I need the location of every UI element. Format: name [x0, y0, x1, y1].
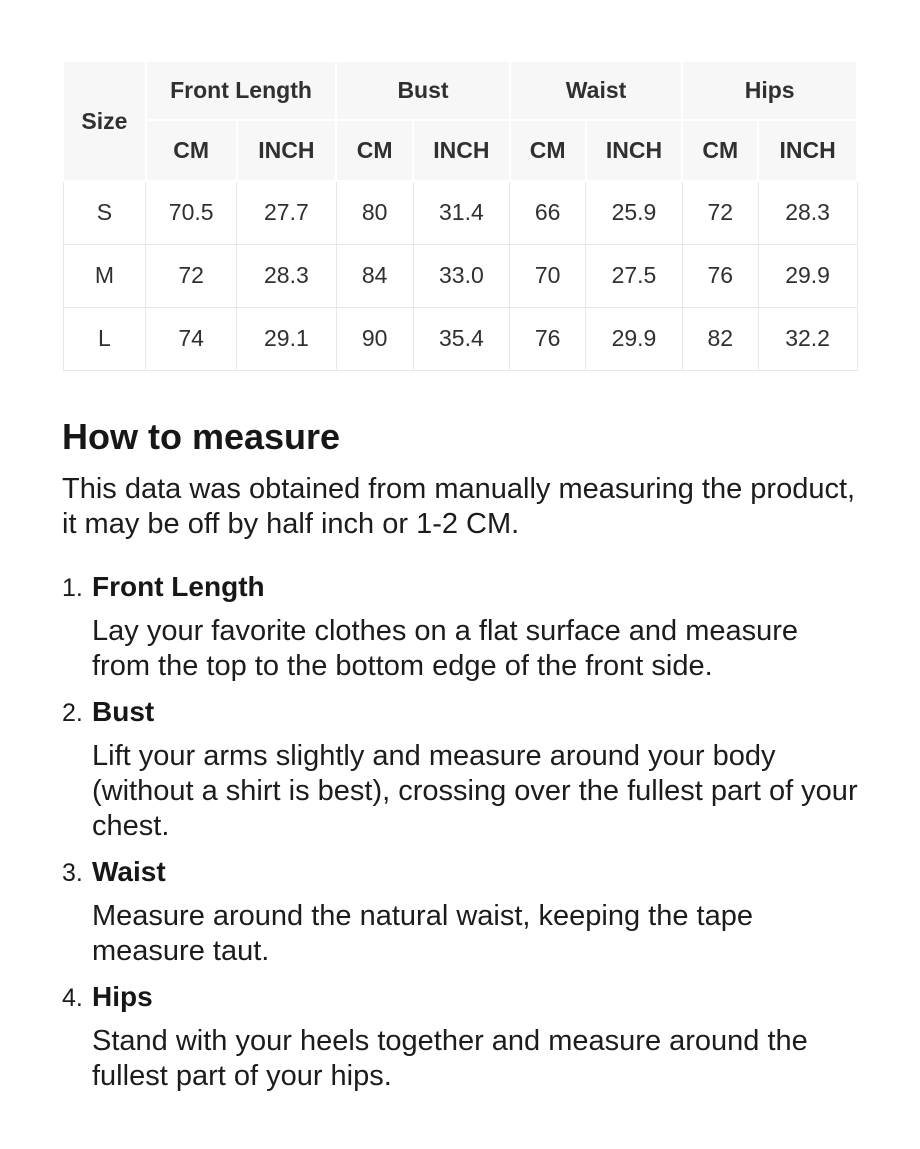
measurement-cell: 27.5 [585, 243, 683, 308]
header-group-front-length: Front Length [144, 60, 338, 121]
header-unit-cell: INCH [757, 119, 858, 182]
step-title: Hips [92, 980, 153, 1012]
measurement-cell: 74 [145, 306, 238, 371]
header-unit-cell: CM [508, 119, 587, 182]
header-unit-cell: CM [335, 119, 414, 182]
measure-steps-list: 1. Front Length Lay your favorite clothe… [62, 569, 858, 1094]
measurement-cell: 70.5 [145, 180, 238, 245]
header-group-waist: Waist [508, 60, 684, 121]
header-cell-size: Size [62, 60, 147, 182]
measurement-cell: 72 [145, 243, 238, 308]
measurement-cell: 84 [335, 243, 414, 308]
header-group-bust: Bust [335, 60, 511, 121]
size-label-cell: L [62, 306, 147, 371]
measurement-cell: 80 [335, 180, 414, 245]
step-description: Lift your arms slightly and measure arou… [92, 739, 858, 842]
measurement-cell: 66 [509, 180, 587, 245]
header-unit-cell: INCH [412, 119, 511, 182]
measurement-cell: 90 [335, 306, 414, 371]
measurement-cell: 72 [681, 180, 759, 245]
measurement-cell: 31.4 [412, 180, 511, 245]
measurement-cell: 25.9 [585, 180, 683, 245]
header-unit-cell: CM [144, 119, 238, 182]
step-number: 3. [62, 858, 83, 887]
measurement-cell: 33.0 [412, 243, 511, 308]
measurement-cell: 28.3 [236, 243, 337, 308]
header-unit-cell: INCH [584, 119, 684, 182]
table-row-size-l: L 74 29.1 90 35.4 76 29.9 82 32.2 [62, 306, 858, 371]
step-description: Measure around the natural waist, keepin… [92, 899, 753, 967]
how-to-measure-heading: How to measure [62, 415, 341, 457]
step-body: Waist Measure around the natural waist, … [92, 854, 858, 969]
step-title: Bust [92, 695, 155, 727]
header-group-hips: Hips [681, 60, 858, 121]
step-title: Front Length [92, 570, 265, 602]
measurement-cell: 32.2 [757, 306, 858, 371]
list-item-front-length: 1. Front Length Lay your favorite clothe… [62, 569, 858, 684]
measurement-cell: 76 [681, 243, 759, 308]
list-item-waist: 3. Waist Measure around the natural wais… [62, 854, 858, 969]
measurement-cell: 28.3 [757, 180, 858, 245]
step-body: Front Length Lay your favorite clothes o… [92, 569, 858, 684]
header-unit-cell: CM [681, 119, 760, 182]
measurement-cell: 27.7 [236, 180, 337, 245]
step-description: Stand with your heels together and measu… [92, 1024, 808, 1092]
measurement-cell: 29.9 [757, 243, 858, 308]
measurement-cell: 29.9 [585, 306, 683, 371]
table-row-size-m: M 72 28.3 84 33.0 70 27.5 76 29.9 [62, 243, 858, 308]
step-body: Bust Lift your arms slightly and measure… [92, 694, 858, 844]
measurement-cell: 35.4 [412, 306, 511, 371]
measurement-cell: 70 [509, 243, 587, 308]
step-number: 2. [62, 698, 83, 727]
size-label-cell: S [62, 180, 147, 245]
step-title: Waist [92, 855, 166, 887]
measurement-cell: 29.1 [236, 306, 337, 371]
size-chart-table: Size Front Length Bust Waist Hips CM INC… [62, 60, 858, 371]
size-label-cell: M [62, 243, 147, 308]
table-unit-header-row: CM INCH CM INCH CM INCH CM INCH [63, 119, 858, 182]
header-unit-cell: INCH [235, 119, 338, 182]
list-item-hips: 4. Hips Stand with your heels together a… [62, 979, 858, 1094]
step-description: Lay your favorite clothes on a flat surf… [92, 614, 799, 682]
table-row-size-s: S 70.5 27.7 80 31.4 66 25.9 72 28.3 [62, 180, 858, 245]
size-guide-page: Size Front Length Bust Waist Hips CM INC… [62, 60, 858, 1094]
step-number: 4. [62, 983, 83, 1012]
table-group-header-row: Size Front Length Bust Waist Hips [62, 60, 858, 182]
measurement-cell: 76 [509, 306, 587, 371]
step-body: Hips Stand with your heels together and … [92, 979, 858, 1094]
step-number: 1. [62, 573, 83, 602]
measurement-cell: 82 [681, 306, 759, 371]
list-item-bust: 2. Bust Lift your arms slightly and meas… [62, 694, 858, 844]
measure-intro-text: This data was obtained from manually mea… [62, 472, 856, 540]
